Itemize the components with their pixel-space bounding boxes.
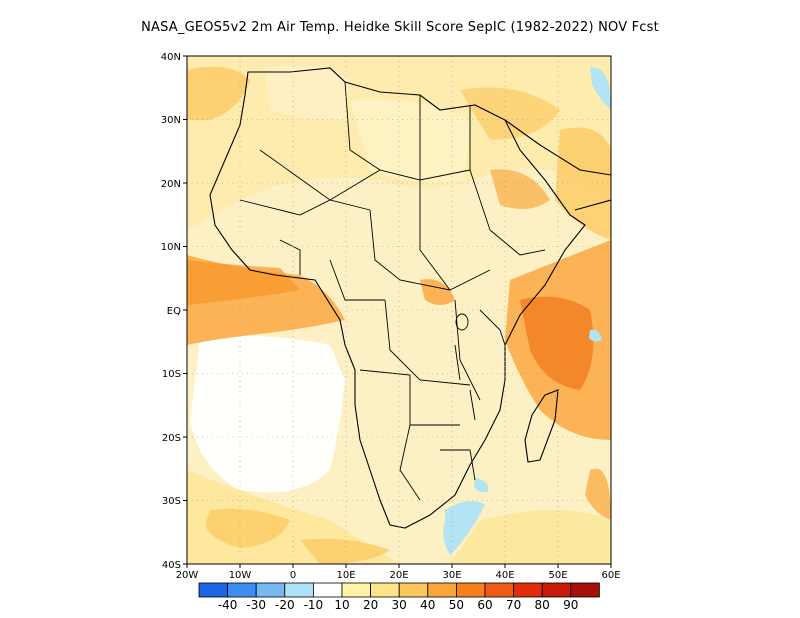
lon-label: 20W [176, 570, 199, 581]
colorbar-swatch [455, 582, 486, 598]
lat-label: 40N [161, 52, 181, 63]
lat-label: EQ [167, 306, 181, 317]
lon-label: 50E [548, 570, 567, 581]
lon-label: 0 [290, 570, 296, 581]
lon-label: 30E [442, 570, 461, 581]
lon-label: 10W [229, 570, 252, 581]
colorbar-swatch [284, 582, 314, 598]
lat-label: 10S [162, 369, 181, 380]
lat-label: 10N [161, 242, 181, 253]
colorbar-label: -40 [218, 598, 238, 612]
patch-orange-arabia [555, 127, 611, 240]
patch-blue-ne [590, 67, 611, 110]
lat-label: 40S [162, 560, 181, 571]
colorbar: -40 -30 -20 -10 10 20 30 40 50 60 70 80 90 [198, 582, 600, 612]
patch-orange-indian-core [520, 296, 594, 390]
lat-label: 30S [162, 496, 181, 507]
colorbar-swatch [370, 582, 400, 598]
country-borders [239, 81, 546, 501]
skill-patches [187, 56, 611, 564]
lat-label: 20N [161, 179, 181, 190]
colorbar-swatch [312, 582, 343, 598]
colorbar-swatch [398, 582, 429, 598]
lon-label: 20E [389, 570, 408, 581]
patch-orange-gulf-core [187, 260, 300, 305]
colorbar-label: 30 [392, 598, 407, 612]
colorbar-swatch [541, 582, 572, 598]
colorbar-swatch [255, 582, 286, 598]
lakes [454, 313, 476, 421]
colorbar-swatch [484, 582, 515, 598]
lon-label: 60E [601, 570, 620, 581]
grid-lines [187, 56, 611, 564]
colorbar-label: -30 [246, 598, 266, 612]
lon-label: 10E [336, 570, 355, 581]
lat-labels: 40N 30N 20N 10N EQ 10S 20S 30S 40S [161, 52, 181, 571]
patch-orange-s-atlantic [205, 508, 290, 548]
colorbar-label: 20 [363, 598, 378, 612]
lon-labels: 20W 10W 0 10E 20E 30E 40E 50E 60E [176, 570, 621, 581]
colorbar-label: 50 [449, 598, 464, 612]
patch-yellow-se [450, 510, 611, 564]
colorbar-label: -20 [275, 598, 295, 612]
patch-white-sw-atlantic [190, 336, 345, 493]
colorbar-label: 60 [477, 598, 492, 612]
lat-axis [183, 55, 187, 565]
colorbar-label: 40 [420, 598, 435, 612]
patch-orange-nw [187, 66, 250, 120]
patch-blue-small [474, 478, 489, 493]
lon-axis [186, 564, 612, 568]
colorbar-label: 90 [563, 598, 578, 612]
patch-orange-south [300, 538, 390, 564]
colorbar-swatch [513, 582, 543, 598]
lat-label: 30N [161, 115, 181, 126]
colorbar-swatch [427, 582, 457, 598]
colorbar-swatch [570, 582, 600, 598]
madagascar [524, 389, 559, 463]
patch-orange-levant [460, 87, 560, 140]
patch-blue-indian [589, 329, 602, 342]
colorbar-label: 70 [506, 598, 521, 612]
patch-blue-mozambique [443, 501, 485, 555]
colorbar-swatch [198, 582, 229, 598]
colorbar-swatch [227, 582, 257, 598]
map-title: NASA_GEOS5v2 2m Air Temp. Heidke Skill S… [141, 20, 659, 35]
colorbar-label: -10 [304, 598, 324, 612]
africa-coastline [209, 67, 586, 529]
colorbar-label: 10 [334, 598, 349, 612]
colorbar-label: 80 [535, 598, 550, 612]
map-panel [187, 56, 611, 564]
patch-orange-far-se [585, 468, 611, 520]
colorbar-swatch [341, 582, 372, 598]
arabia-coast [504, 119, 611, 211]
lat-label: 20S [162, 433, 181, 444]
patch-orange-red-sea [490, 169, 550, 209]
lon-label: 40E [495, 570, 514, 581]
